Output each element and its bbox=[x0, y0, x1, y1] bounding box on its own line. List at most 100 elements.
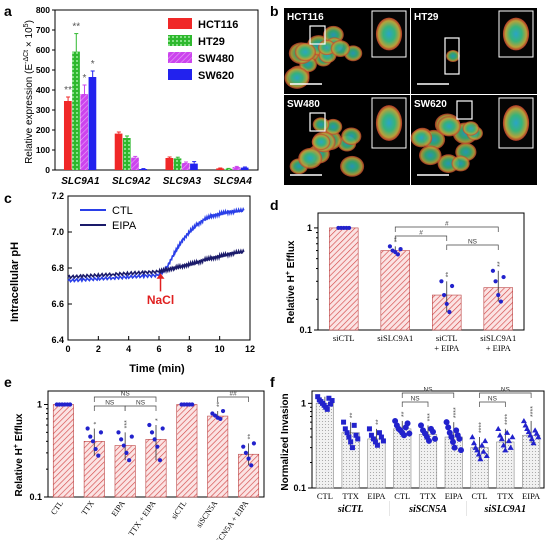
data-point bbox=[149, 430, 155, 435]
category-label: CTL bbox=[394, 491, 410, 501]
y-tick-label: 1 bbox=[37, 400, 42, 410]
data-point bbox=[96, 453, 101, 458]
cell bbox=[410, 128, 433, 148]
bar-sw480-slc9a4 bbox=[232, 167, 241, 170]
data-point bbox=[445, 424, 452, 431]
significance-mark: *** bbox=[124, 420, 131, 428]
data-point bbox=[457, 447, 464, 454]
data-point bbox=[355, 436, 361, 442]
data-point bbox=[500, 442, 507, 448]
panel-c-letter: c bbox=[4, 190, 12, 206]
data-point bbox=[448, 434, 455, 441]
data-point bbox=[387, 244, 393, 249]
data-point bbox=[98, 430, 104, 435]
panel-f-y-axis-label: Normalized Invasion bbox=[280, 393, 291, 490]
significance-mark: **** bbox=[453, 407, 460, 418]
bar-ht29-slc9a4 bbox=[224, 168, 233, 170]
bar-ht29-slc9a2 bbox=[122, 138, 131, 170]
data-point bbox=[251, 441, 257, 446]
data-point bbox=[218, 416, 223, 421]
panel-a-legend: HCT116 HT29 SW480 SW620 bbox=[164, 14, 248, 86]
data-point bbox=[432, 435, 438, 442]
data-point bbox=[121, 443, 126, 448]
y-tick-label: 0.1 bbox=[29, 492, 42, 502]
bar-hct116-slc9a2 bbox=[114, 133, 123, 170]
comparison-bracket bbox=[446, 244, 499, 250]
y-tick-label: 0.1 bbox=[293, 483, 306, 493]
category-label: siCTL bbox=[333, 333, 355, 343]
cell bbox=[311, 133, 331, 151]
micrograph-label: SW620 bbox=[414, 99, 447, 110]
significance-mark: * bbox=[91, 59, 95, 70]
data-point bbox=[147, 422, 152, 428]
category-label: TTX bbox=[497, 491, 514, 501]
bar-sw480-slc9a1 bbox=[80, 94, 89, 170]
data-point bbox=[249, 463, 254, 468]
y-tick-label: 6.4 bbox=[51, 335, 64, 345]
data-point bbox=[447, 309, 452, 315]
panel-e-y-axis-label: Relative H+ Efflux bbox=[13, 413, 25, 496]
data-point bbox=[329, 398, 335, 404]
bar bbox=[52, 404, 74, 498]
bar-hct116-slc9a4 bbox=[216, 168, 224, 170]
cell bbox=[340, 155, 365, 177]
y-tick-label: 7.0 bbox=[51, 227, 64, 237]
data-point bbox=[67, 402, 73, 407]
data-point bbox=[326, 395, 332, 401]
data-point bbox=[477, 456, 484, 462]
data-point bbox=[90, 439, 96, 444]
data-point bbox=[116, 430, 121, 435]
bar-ht29-slc9a1 bbox=[72, 51, 80, 170]
data-point bbox=[342, 426, 348, 432]
cell bbox=[451, 155, 470, 172]
comparison-bracket bbox=[394, 235, 448, 241]
y-tick-label: 700 bbox=[36, 25, 50, 35]
significance-mark: ** bbox=[497, 261, 504, 267]
data-point bbox=[190, 402, 195, 407]
data-point bbox=[366, 426, 372, 432]
significance-mark: ** bbox=[72, 22, 80, 33]
data-point bbox=[351, 422, 357, 428]
cell bbox=[419, 145, 442, 166]
data-point bbox=[246, 456, 251, 461]
y-tick-label: 300 bbox=[36, 105, 50, 115]
data-point bbox=[530, 440, 537, 446]
panel-d-plot: 0.11******siCTL siSLC9A1 siCTL+ EIPAsiSLC9… bbox=[299, 212, 525, 353]
x-tick-label: 12 bbox=[245, 344, 255, 354]
legend-label: SW620 bbox=[198, 70, 234, 82]
panel-c-plot: 6.4 6.6 6.8 7.0 7.2 0 2 4 6 8 10 12 CTL EIPA NaCl bbox=[51, 191, 255, 354]
legend-swatch bbox=[168, 35, 192, 46]
data-point bbox=[374, 442, 380, 448]
data-point bbox=[124, 450, 129, 455]
bar bbox=[380, 250, 410, 331]
zoom-cell bbox=[502, 105, 530, 141]
data-point bbox=[152, 437, 157, 442]
data-point bbox=[155, 444, 160, 449]
data-point bbox=[495, 425, 502, 432]
data-point bbox=[346, 434, 352, 440]
data-point bbox=[490, 268, 496, 273]
annotation-label: NaCl bbox=[147, 293, 174, 307]
data-point bbox=[220, 408, 226, 414]
zoom-inset bbox=[371, 97, 407, 149]
data-point bbox=[368, 432, 374, 438]
y-tick-label: 6.6 bbox=[51, 299, 64, 309]
data-point bbox=[478, 442, 485, 448]
y-tick-label: 0 bbox=[45, 165, 50, 175]
data-point bbox=[418, 422, 424, 429]
panel-e: e 0.11* ********CTL TTX EIPA TTX + EIPA siCTL… bbox=[4, 374, 265, 540]
cell bbox=[330, 40, 351, 57]
significance-mark: ** bbox=[64, 85, 72, 96]
micrograph-ht29: HT29 bbox=[411, 8, 537, 94]
bar-sw480-slc9a2 bbox=[131, 157, 139, 170]
category-label: EIPA bbox=[367, 491, 386, 501]
series-line-eipa bbox=[67, 248, 245, 280]
comparison-bracket bbox=[479, 392, 532, 398]
comparison-bracket bbox=[124, 405, 157, 411]
data-point bbox=[502, 447, 509, 453]
category-label: SLC9A3 bbox=[163, 176, 202, 187]
cell bbox=[284, 67, 310, 89]
bar-sw620-slc9a4 bbox=[240, 167, 249, 170]
comparison-label: NS bbox=[411, 396, 421, 403]
bar bbox=[393, 428, 412, 489]
